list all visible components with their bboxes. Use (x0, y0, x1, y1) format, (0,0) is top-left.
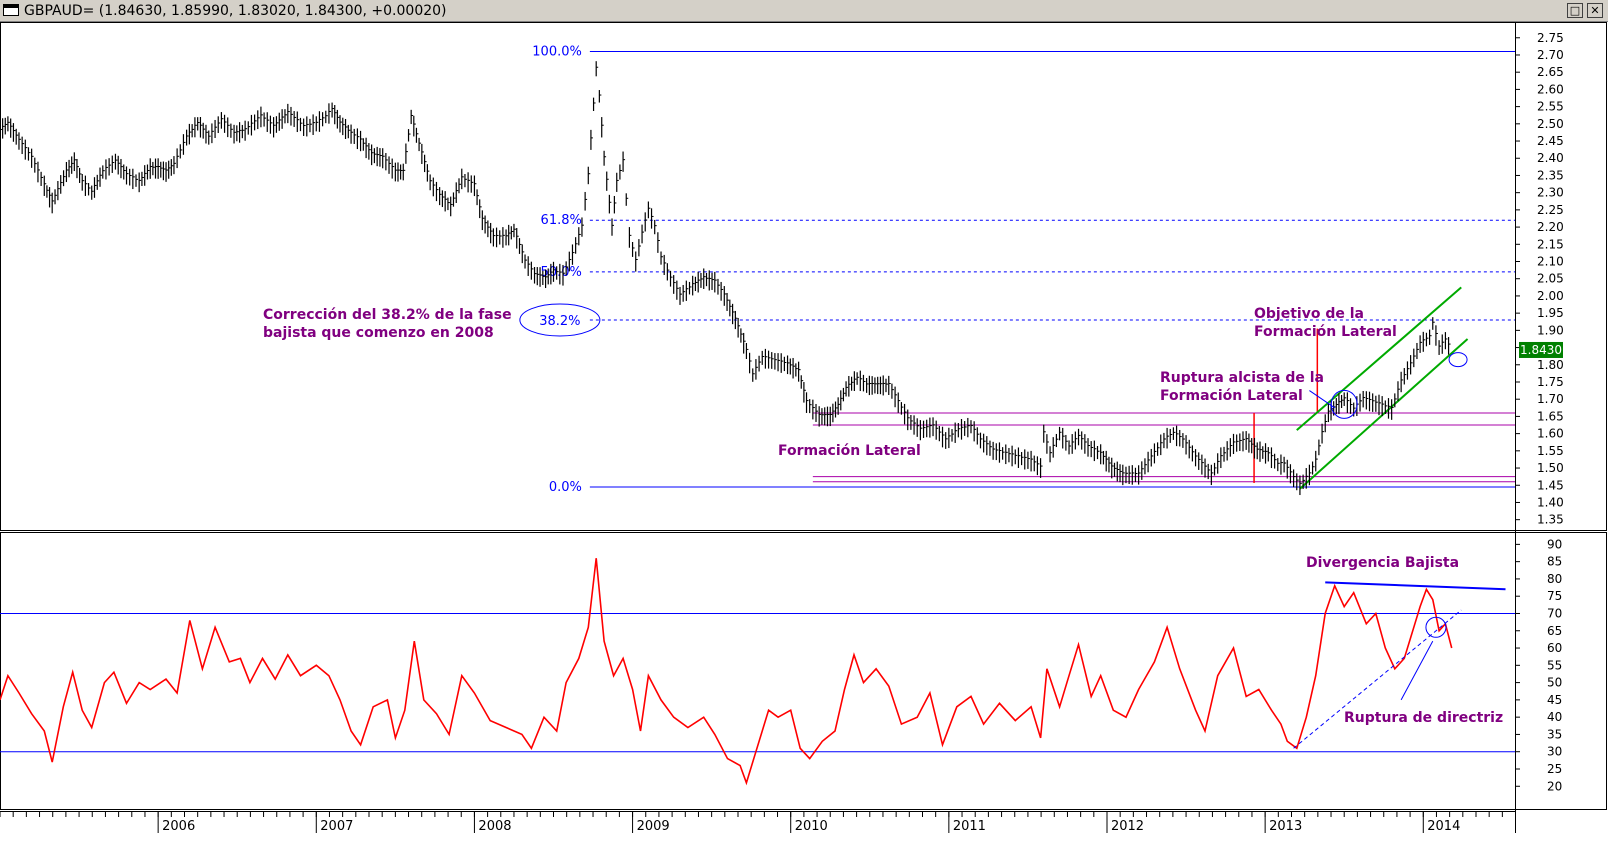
rsi-y-tick-label: 90 (1547, 537, 1562, 551)
price-y-tick-label: 2.25 (1537, 203, 1564, 217)
divergencia-label: Divergencia Bajista (1306, 555, 1459, 571)
price-y-tick-label: 2.70 (1537, 48, 1564, 62)
price-y-tick-label: 1.60 (1537, 427, 1564, 441)
price-y-tick-label: 1.50 (1537, 461, 1564, 475)
fib-100-label: 100.0% (532, 45, 582, 60)
last-price-label: 1.8430 (1520, 343, 1562, 357)
ruptura-label-line1: Ruptura alcista de la (1160, 370, 1324, 386)
trendline-dashed (1293, 609, 1462, 749)
correccion-label-line2: bajista que comenzo en 2008 (263, 325, 494, 341)
x-tick-label: 2006 (162, 819, 195, 834)
price-panel: 1.35 1.40 1.45 1.50 1.55 1.60 1.65 1.70 1.75 1.80… (0, 22, 1607, 833)
rsi-y-tick-label: 75 (1547, 589, 1562, 603)
price-y-tick-label: 1.45 (1537, 478, 1564, 492)
x-tick-label: 2014 (1427, 819, 1460, 834)
last-price-tag (1519, 341, 1563, 358)
chart-area: 1.35 1.40 1.45 1.50 1.55 1.60 1.65 1.70 1.75 1.80… (0, 22, 1608, 856)
price-y-tick-label: 2.10 (1537, 255, 1564, 269)
ruptura-directriz-label: Ruptura de directriz (1344, 710, 1503, 726)
x-tick-label: 2013 (1269, 819, 1302, 834)
price-y-tick-label: 2.20 (1537, 220, 1564, 234)
price-y-tick-label: 1.95 (1537, 306, 1564, 320)
rsi-y-tick-label: 45 (1547, 693, 1562, 707)
window-titlebar: GBPAUD= (1.84630, 1.85990, 1.83020, 1.84… (0, 0, 1608, 22)
correccion-label-line1: Corrección del 38.2% de la fase (263, 307, 512, 323)
rsi-panel-frame (0, 532, 1607, 810)
rsi-y-tick-label: 20 (1547, 779, 1562, 793)
price-y-tick-label: 1.65 (1537, 409, 1564, 423)
window-icon[interactable] (3, 4, 19, 16)
rsi-series-line (0, 558, 1453, 786)
x-tick-label: 2008 (478, 819, 511, 834)
price-y-tick-label: 1.90 (1537, 323, 1564, 337)
window-title: GBPAUD= (1.84630, 1.85990, 1.83020, 1.84… (24, 3, 447, 19)
objetivo-label-line1: Objetivo de la (1254, 306, 1364, 322)
price-y-tick-label: 1.70 (1537, 392, 1564, 406)
channel-upper-line (1296, 286, 1462, 431)
restore-button[interactable]: □ (1567, 3, 1583, 18)
price-y-tick-label: 2.40 (1537, 151, 1564, 165)
x-tick-label: 2010 (795, 819, 828, 834)
divergence-line (1325, 581, 1506, 591)
price-y-tick-label: 2.75 (1537, 31, 1564, 45)
price-y-tick-label: 2.05 (1537, 272, 1564, 286)
rsi-y-tick-label: 60 (1547, 641, 1562, 655)
ruptura-label-line2: Formación Lateral (1160, 388, 1303, 404)
x-tick-label: 2007 (320, 819, 353, 834)
fib-382-ellipse (519, 303, 601, 337)
price-panel-frame (0, 22, 1607, 531)
trendline-break-pointer (1400, 640, 1434, 701)
price-y-tick-label: 2.15 (1537, 237, 1564, 251)
close-button[interactable]: ✕ (1587, 3, 1603, 18)
price-y-tick-label: 2.55 (1537, 100, 1564, 114)
rsi-y-tick-label: 35 (1547, 727, 1562, 741)
rsi-y-tick-label: 65 (1547, 624, 1562, 638)
x-tick-label: 2009 (637, 819, 670, 834)
price-y-tick-label: 1.80 (1537, 358, 1564, 372)
price-y-tick-label: 1.55 (1537, 444, 1564, 458)
x-tick-label: 2012 (1111, 819, 1144, 834)
rsi-panel: 20 25 30 35 40 45 50 55 60 65 70 75 80 85 90 (0, 532, 1607, 810)
price-y-tick-label: 2.60 (1537, 82, 1564, 96)
rsi-y-tick-label: 50 (1547, 676, 1562, 690)
rsi-y-tick-label: 30 (1547, 745, 1562, 759)
pullback-ellipse (1448, 352, 1468, 368)
price-y-tick-label: 2.35 (1537, 168, 1564, 182)
price-y-tick-label: 2.30 (1537, 186, 1564, 200)
annotations: Corrección del 38.2% de la fase bajista q… (263, 306, 1503, 726)
price-y-tick-label: 2.50 (1537, 117, 1564, 131)
fib-382-label: 38.2% (539, 314, 580, 329)
breakout-ellipse (1330, 389, 1358, 419)
rsi-y-tick-label: 55 (1547, 658, 1562, 672)
x-tick-label: 2011 (953, 819, 986, 834)
price-y-tick-label: 1.40 (1537, 495, 1564, 509)
channel-lower-line (1299, 338, 1469, 490)
rsi-y-tick-label: 70 (1547, 606, 1562, 620)
objetivo-label-line2: Formación Lateral (1254, 324, 1397, 340)
rsi-y-tick-label: 80 (1547, 572, 1562, 586)
price-y-tick-label: 2.00 (1537, 289, 1564, 303)
fib-0-label: 0.0% (549, 480, 582, 495)
rsi-y-tick-label: 40 (1547, 710, 1562, 724)
price-y-tick-label: 1.75 (1537, 375, 1564, 389)
price-y-tick-label: 1.35 (1537, 513, 1564, 527)
x-axis: 2006 2007 2008 2009 2010 2011 2012 2013 2014 (0, 811, 1515, 834)
rsi-y-tick-label: 85 (1547, 555, 1562, 569)
price-y-tick-label: 2.45 (1537, 134, 1564, 148)
formacion-lateral-label: Formación Lateral (778, 443, 921, 459)
trendline-break-ellipse (1425, 616, 1447, 638)
rsi-y-tick-label: 25 (1547, 762, 1562, 776)
price-y-tick-label: 2.65 (1537, 65, 1564, 79)
breakout-pointer (1309, 390, 1335, 409)
fib-618-label: 61.8% (541, 213, 582, 228)
